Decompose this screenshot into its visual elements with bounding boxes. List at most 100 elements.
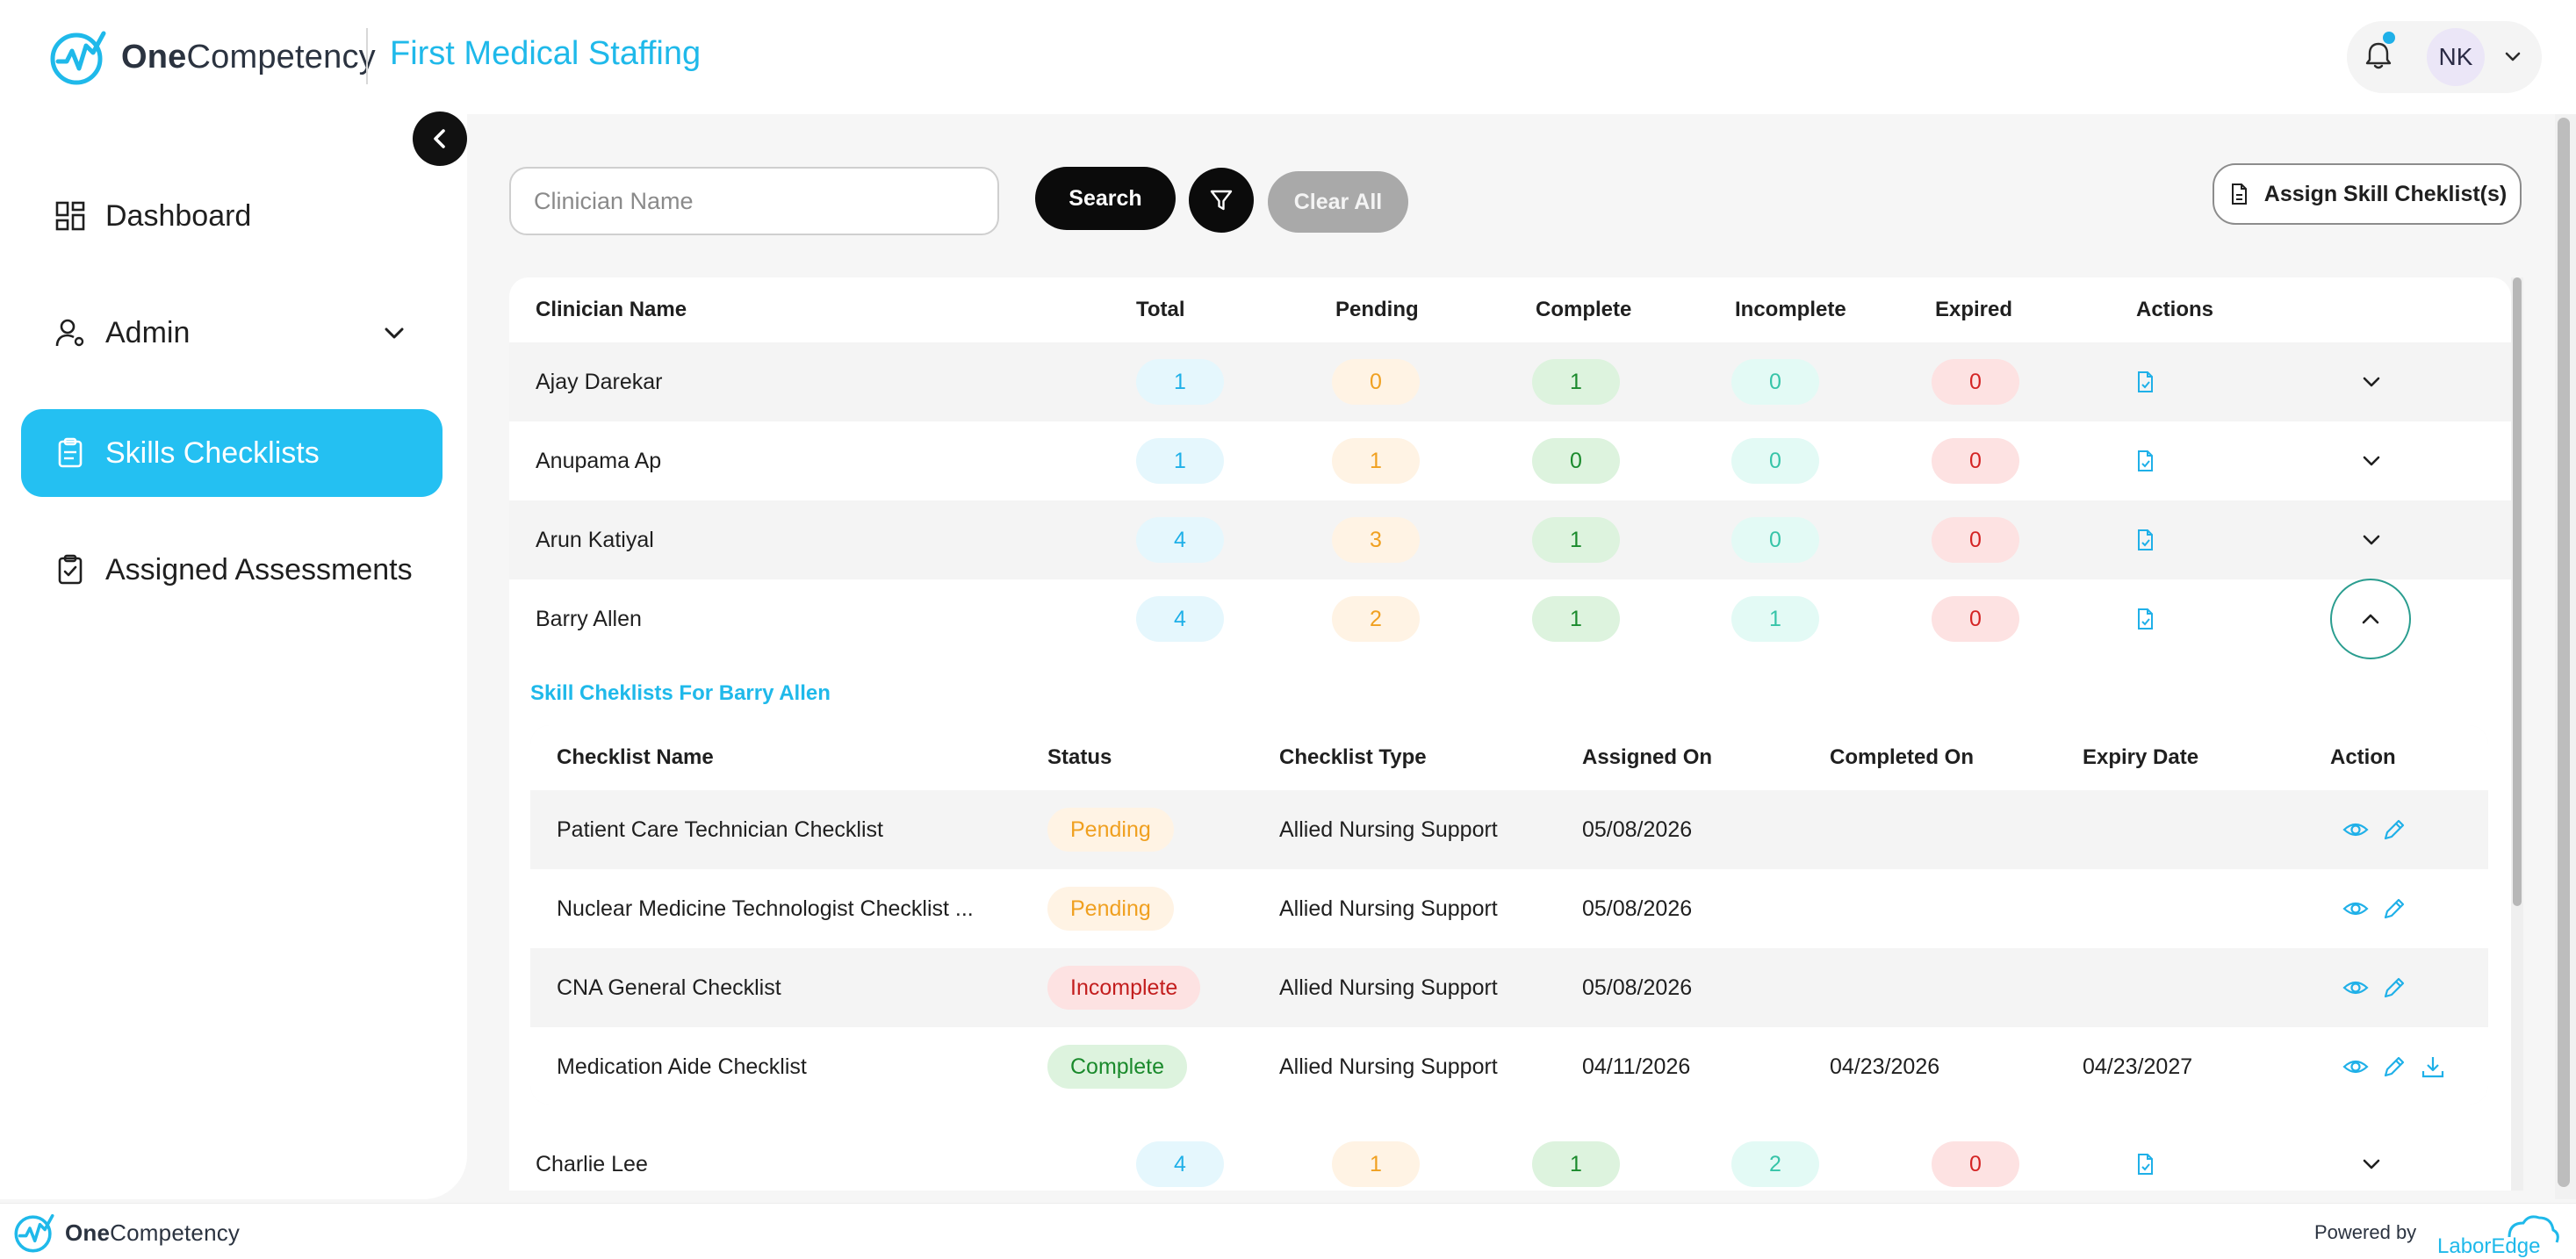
sidebar-collapse-button[interactable] <box>413 112 467 166</box>
clinician-name: Ajay Darekar <box>536 369 663 394</box>
clinician-search-input[interactable] <box>509 167 999 235</box>
total-count-badge: 4 <box>1136 1141 1224 1187</box>
report-file-icon[interactable] <box>2133 371 2156 393</box>
sidebar-item-dashboard[interactable]: Dashboard <box>21 172 443 260</box>
total-count-badge: 1 <box>1136 359 1224 405</box>
pencil-icon[interactable] <box>2381 975 2407 1001</box>
column-header-status: Status <box>1047 745 1112 769</box>
clipboard-icon <box>58 437 83 468</box>
column-header-complete[interactable]: Complete <box>1536 298 1632 321</box>
expired-count-badge: 0 <box>1932 1141 2019 1187</box>
skill-checklist-subtable: Checklist Name Status Checklist Type Ass… <box>530 725 2488 1104</box>
status-badge: Incomplete <box>1047 966 1201 1010</box>
checklist-type: Allied Nursing Support <box>1279 817 1498 842</box>
search-button[interactable]: Search <box>1035 167 1176 230</box>
chevron-down-icon[interactable] <box>2358 369 2385 395</box>
incomplete-count-badge: 0 <box>1731 438 1819 484</box>
footer-brand: OneCompetency <box>12 1211 240 1255</box>
table-row[interactable]: Ajay Darekar 1 0 1 0 0 <box>509 342 2511 421</box>
table-row[interactable]: Arun Katiyal 4 3 1 0 0 <box>509 500 2511 579</box>
admin-user-icon <box>55 319 84 347</box>
checklist-name: Nuclear Medicine Technologist Checklist … <box>557 896 974 921</box>
page-scrollbar-thumb[interactable] <box>2558 118 2570 1187</box>
report-file-icon[interactable] <box>2133 608 2156 630</box>
footer: OneCompetency Powered by LaborEdge <box>0 1203 2576 1259</box>
column-header-assigned-on: Assigned On <box>1582 745 1713 769</box>
list-item: Nuclear Medicine Technologist Checklist … <box>530 869 2488 948</box>
subtable-title: Skill Cheklists For Barry Allen <box>530 681 831 705</box>
pencil-icon[interactable] <box>2381 817 2407 843</box>
laboredge-logo-icon: LaborEdge <box>2437 1215 2559 1258</box>
avatar[interactable]: NK <box>2427 28 2485 86</box>
column-header-checklist-name: Checklist Name <box>557 745 714 769</box>
bell-icon[interactable] <box>2358 35 2399 76</box>
column-header-incomplete[interactable]: Incomplete <box>1735 298 1846 321</box>
filter-icon <box>1210 190 1233 211</box>
subtable-header-row: Checklist Name Status Checklist Type Ass… <box>530 725 2488 790</box>
assign-skill-checklist-button[interactable]: Assign Skill Cheklist(s) <box>2213 163 2522 225</box>
clear-all-button[interactable]: Clear All <box>1268 171 1408 233</box>
brand-name: OneCompetency <box>121 38 376 76</box>
onecompetency-logo-icon <box>14 1213 54 1253</box>
sidebar-item-assigned-assessments[interactable]: Assigned Assessments <box>21 526 443 614</box>
incomplete-count-badge: 0 <box>1731 517 1819 563</box>
chevron-down-icon <box>385 327 404 339</box>
assigned-on: 05/08/2026 <box>1582 896 1693 921</box>
complete-count-badge: 1 <box>1532 517 1620 563</box>
incomplete-count-badge: 0 <box>1731 359 1819 405</box>
footer-brand-name: OneCompetency <box>65 1219 241 1246</box>
chevron-down-icon[interactable] <box>2358 527 2385 553</box>
download-icon[interactable] <box>2420 1054 2446 1080</box>
sidebar-item-label: Dashboard <box>105 198 252 233</box>
collapse-row-button[interactable] <box>2330 579 2411 659</box>
list-item: Patient Care Technician Checklist Pendin… <box>530 790 2488 869</box>
checklist-name: Patient Care Technician Checklist <box>557 817 883 842</box>
pending-count-badge: 2 <box>1332 596 1420 642</box>
expired-count-badge: 0 <box>1932 359 2019 405</box>
assign-button-label: Assign Skill Cheklist(s) <box>2263 181 2508 206</box>
incomplete-count-badge: 2 <box>1731 1141 1819 1187</box>
chevron-down-icon[interactable] <box>2358 448 2385 474</box>
eye-icon[interactable] <box>2342 817 2369 843</box>
pending-count-badge: 1 <box>1332 438 1420 484</box>
filter-button[interactable] <box>1189 168 1254 233</box>
checklist-type: Allied Nursing Support <box>1279 1054 1498 1079</box>
table-row[interactable]: Charlie Lee 4 1 1 2 0 <box>509 1125 2511 1191</box>
total-count-badge: 4 <box>1136 596 1224 642</box>
column-header-pending[interactable]: Pending <box>1335 298 1419 321</box>
expiry-date: 04/23/2027 <box>2083 1054 2193 1079</box>
eye-icon[interactable] <box>2342 975 2369 1001</box>
report-file-icon[interactable] <box>2133 450 2156 472</box>
sidebar-item-label: Admin <box>105 315 191 349</box>
clinician-name: Barry Allen <box>536 606 642 631</box>
checklist-name: CNA General Checklist <box>557 975 781 1000</box>
pencil-icon[interactable] <box>2381 1054 2407 1080</box>
complete-count-badge: 1 <box>1532 1141 1620 1187</box>
column-header-expired[interactable]: Expired <box>1935 298 2013 321</box>
expired-count-badge: 0 <box>1932 517 2019 563</box>
table-row[interactable]: Anupama Ap 1 1 0 0 0 <box>509 421 2511 500</box>
table-scrollbar-thumb[interactable] <box>2513 277 2522 906</box>
clinician-name: Charlie Lee <box>536 1151 648 1176</box>
report-file-icon[interactable] <box>2133 1153 2156 1176</box>
column-header-clinician-name[interactable]: Clinician Name <box>536 298 687 321</box>
report-file-icon[interactable] <box>2133 529 2156 551</box>
chevron-down-icon[interactable] <box>2500 44 2525 68</box>
chevron-down-icon[interactable] <box>2358 1151 2385 1177</box>
eye-icon[interactable] <box>2342 1054 2369 1080</box>
pencil-icon[interactable] <box>2381 896 2407 922</box>
column-header-total[interactable]: Total <box>1136 298 1185 321</box>
column-header-actions: Actions <box>2136 298 2214 321</box>
sidebar-item-skills-checklists[interactable]: Skills Checklists <box>21 409 443 497</box>
total-count-badge: 4 <box>1136 517 1224 563</box>
eye-icon[interactable] <box>2342 896 2369 922</box>
list-item: Medication Aide Checklist Complete Allie… <box>530 1027 2488 1104</box>
table-row-expanded[interactable]: Barry Allen 4 2 1 1 0 <box>509 579 2511 659</box>
brand-logo-group[interactable]: OneCompetency <box>47 26 376 88</box>
powered-by-text: Powered by <box>2314 1221 2417 1243</box>
incomplete-count-badge: 1 <box>1731 596 1819 642</box>
sidebar-item-admin[interactable]: Admin <box>21 289 443 377</box>
assigned-on: 05/08/2026 <box>1582 817 1693 842</box>
status-badge: Pending <box>1047 887 1174 931</box>
total-count-badge: 1 <box>1136 438 1224 484</box>
